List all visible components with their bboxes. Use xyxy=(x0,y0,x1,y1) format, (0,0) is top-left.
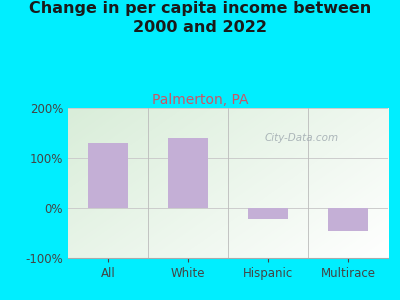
Bar xyxy=(248,208,288,219)
Text: Change in per capita income between
2000 and 2022: Change in per capita income between 2000… xyxy=(29,2,371,35)
Text: Palmerton, PA: Palmerton, PA xyxy=(152,93,248,107)
Text: City-Data.com: City-Data.com xyxy=(264,133,339,143)
Bar xyxy=(88,143,128,208)
Bar xyxy=(328,208,368,230)
Bar xyxy=(168,138,208,208)
